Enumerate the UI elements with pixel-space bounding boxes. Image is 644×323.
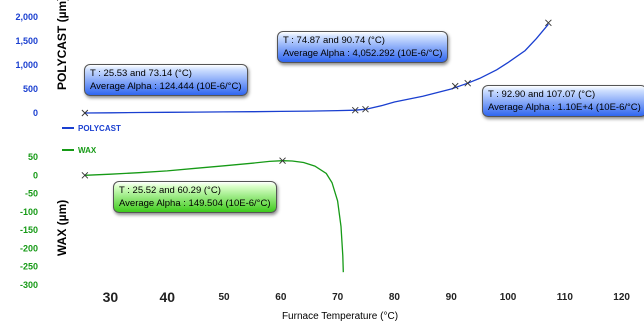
top-y-tick-label: 1,500 (15, 36, 38, 46)
x-tick-label: 120 (613, 292, 630, 303)
bottom-y-tick-label: -200 (20, 243, 38, 253)
wax-marker (81, 171, 89, 179)
x-tick-label: 80 (389, 292, 401, 303)
bottom-y-tick-label: 50 (28, 152, 38, 162)
bottom-y-tick-label: -100 (20, 207, 38, 217)
polycast-marker (81, 109, 89, 117)
annotation-line-2: Average Alpha : 1.10E+4 (10E-6/°C) (488, 102, 641, 113)
x-tick-label: 30 (103, 289, 119, 305)
annotation-line-1: T : 92.90 and 107.07 (°C) (488, 89, 596, 100)
annotation-polycast-2: T : 74.87 and 90.74 (°C) Average Alpha :… (277, 31, 449, 63)
top-y-tick-label: 2,000 (15, 12, 38, 22)
bottom-y-tick-label: -150 (20, 225, 38, 235)
annotation-line-1: T : 25.52 and 60.29 (°C) (119, 185, 221, 196)
bottom-y-tick-label: -50 (25, 189, 38, 199)
x-tick-label: 100 (500, 292, 517, 303)
x-ticks: 30 40 50 60 70 80 90 100 110 120 (103, 289, 631, 305)
bottom-y-tick-label: -300 (20, 280, 38, 290)
x-tick-label: 40 (159, 289, 175, 305)
annotation-line-1: T : 74.87 and 90.74 (°C) (283, 35, 385, 46)
top-y-tick-label: 0 (33, 108, 38, 118)
polycast-marker (362, 105, 369, 113)
annotation-polycast-1: T : 25.53 and 73.14 (°C) Average Alpha :… (84, 64, 248, 96)
top-y-tick-label: 1,000 (15, 60, 38, 70)
polycast-marker (451, 82, 459, 90)
annotation-line-2: Average Alpha : 4,052.292 (10E-6/°C) (283, 48, 443, 59)
x-tick-label: 60 (275, 292, 287, 303)
polycast-marker (464, 79, 472, 87)
legend-wax-label: WAX (78, 146, 97, 155)
annotation-line-2: Average Alpha : 124.444 (10E-6/°C) (90, 81, 242, 92)
top-y-axis-title: POLYCAST (µm) (55, 0, 69, 90)
bottom-y-axis-title: WAX (µm) (55, 200, 69, 256)
x-tick-label: 90 (446, 292, 458, 303)
annotation-line-1: T : 25.53 and 73.14 (°C) (90, 68, 192, 79)
top-y-ticks: 2,000 1,500 1,000 500 0 (15, 12, 38, 118)
x-axis-title: Furnace Temperature (°C) (282, 311, 398, 322)
bottom-y-tick-label: 0 (33, 170, 38, 180)
x-tick-label: 70 (332, 292, 344, 303)
bottom-y-ticks: 50 0 -50 -100 -150 -200 -250 -300 (20, 152, 38, 290)
top-y-tick-label: 500 (23, 84, 38, 94)
annotation-wax-1: T : 25.52 and 60.29 (°C) Average Alpha :… (113, 181, 277, 213)
wax-marker (279, 157, 286, 164)
x-tick-label: 50 (218, 292, 230, 303)
bottom-y-tick-label: -250 (20, 262, 38, 272)
x-tick-label: 110 (557, 292, 574, 303)
polycast-marker (351, 106, 359, 114)
annotation-line-2: Average Alpha : 149.504 (10E-6/°C) (119, 198, 271, 209)
annotation-polycast-3: T : 92.90 and 107.07 (°C) Average Alpha … (482, 85, 644, 117)
legend-polycast-label: POLYCAST (78, 124, 121, 133)
polycast-marker (545, 19, 552, 27)
wax-series-line (84, 160, 344, 273)
